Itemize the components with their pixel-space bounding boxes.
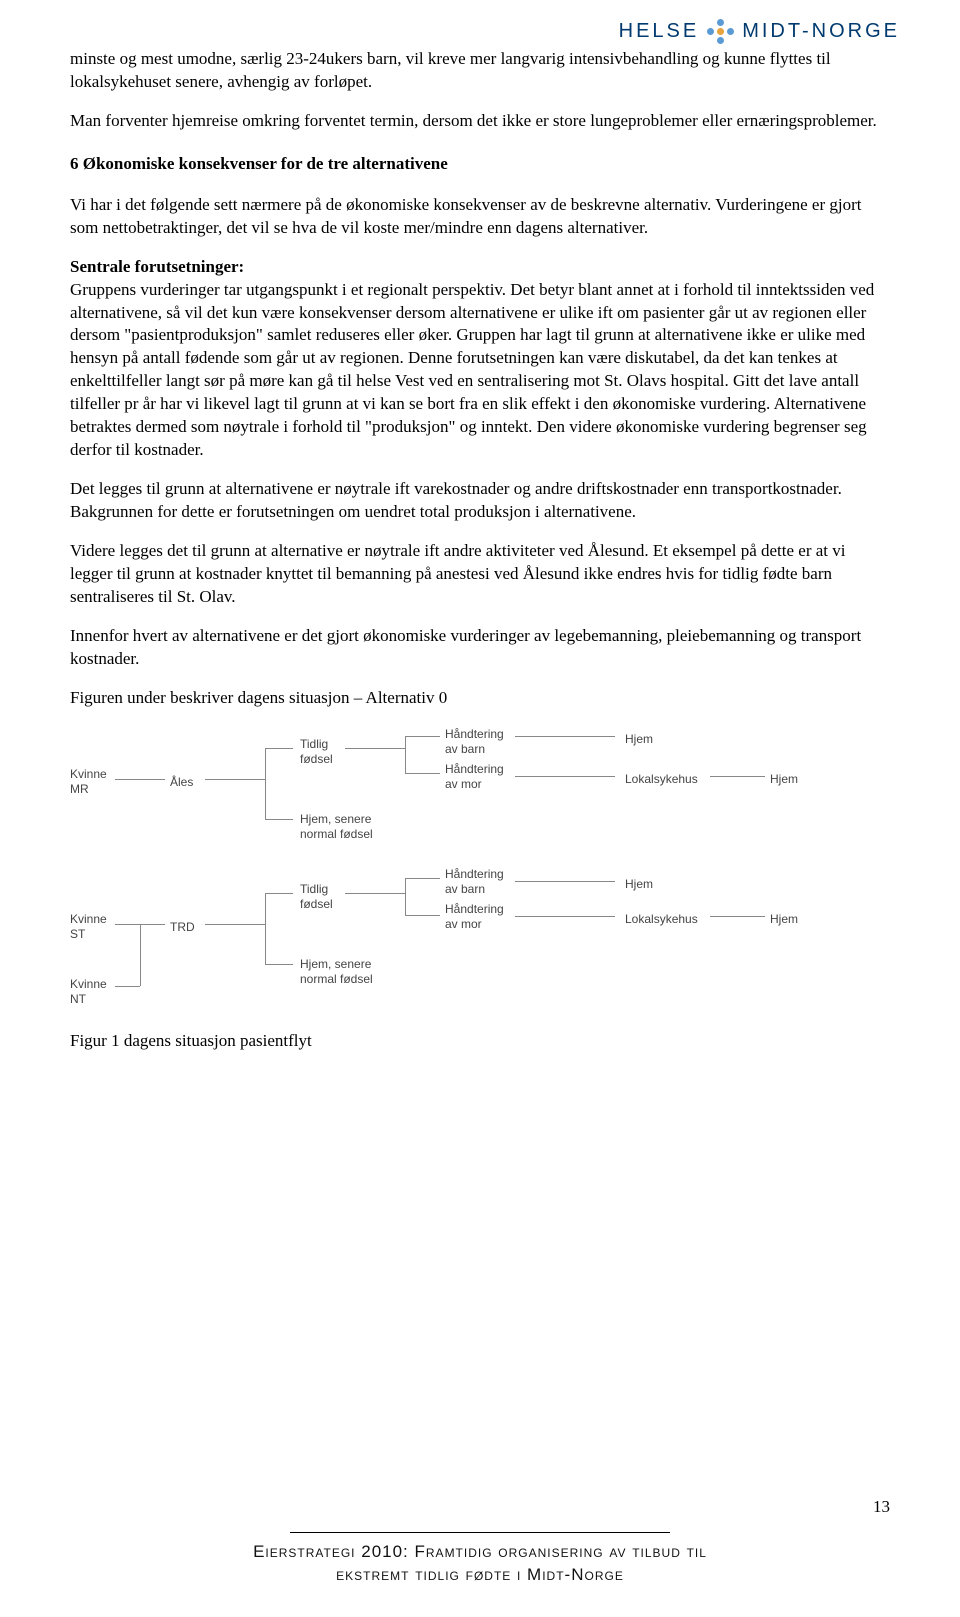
diagram-node: normal fødsel: [300, 971, 373, 987]
logo-text-left: HELSE: [619, 18, 700, 45]
diagram-edge: [115, 986, 140, 987]
diagram-node: Kvinne: [70, 766, 107, 782]
diagram-node: Hjem: [625, 876, 653, 892]
assumptions-body: Gruppens vurderinger tar utgangspunkt i …: [70, 280, 874, 460]
diagram-node: TRD: [170, 919, 195, 935]
diagram-node: Hjem: [770, 771, 798, 787]
diagram-edge: [515, 881, 615, 882]
footer-divider: [290, 1532, 670, 1533]
diagram-edge: [405, 736, 440, 737]
paragraph-intro-2: Man forventer hjemreise omkring forvente…: [70, 110, 890, 133]
diagram-edge: [265, 748, 266, 820]
diagram-node: Håndtering: [445, 761, 504, 777]
diagram-node: Kvinne: [70, 976, 107, 992]
diagram-edge: [405, 878, 440, 879]
diagram-node: fødsel: [300, 751, 333, 767]
page-number: 13: [873, 1496, 890, 1519]
assumptions-label: Sentrale forutsetninger:: [70, 257, 244, 276]
diagram-node: fødsel: [300, 896, 333, 912]
diagram-edge: [515, 916, 615, 917]
paragraph-neutral-costs: Det legges til grunn at alternativene er…: [70, 478, 890, 524]
diagram-edge: [710, 776, 765, 777]
brand-logo: HELSE MIDT-NORGE: [619, 18, 900, 45]
diagram-edge: [115, 779, 165, 780]
diagram-node: Håndtering: [445, 866, 504, 882]
heading-section-6: 6 Økonomiske konsekvenser for de tre alt…: [70, 153, 890, 176]
diagram-node: Lokalsykehus: [625, 771, 698, 787]
figure-caption: Figur 1 dagens situasjon pasientflyt: [70, 1030, 890, 1053]
diagram-node: Håndtering: [445, 726, 504, 742]
footer-line-1: Eierstrategi 2010: Framtidig organiserin…: [0, 1541, 960, 1564]
diagram-edge: [405, 915, 440, 916]
diagram-edge: [140, 924, 141, 986]
flowchart-diagram: KvinneMRÅlesTidligfødselHjem, senerenorm…: [70, 726, 830, 1026]
diagram-node: av mor: [445, 916, 482, 932]
diagram-edge: [515, 736, 615, 737]
paragraph-section-intro: Vi har i det følgende sett nærmere på de…: [70, 194, 890, 240]
paragraph-alesund: Videre legges det til grunn at alternati…: [70, 540, 890, 609]
diagram-node: Hjem, senere: [300, 811, 371, 827]
diagram-edge: [265, 893, 266, 965]
diagram-node: av barn: [445, 881, 485, 897]
diagram-node: Hjem: [625, 731, 653, 747]
diagram-edge: [265, 748, 293, 749]
diagram-edge: [265, 819, 293, 820]
paragraph-figure-intro: Figuren under beskriver dagens situasjon…: [70, 687, 890, 710]
diagram-node: Tidlig: [300, 881, 328, 897]
logo-dots-icon: [707, 19, 734, 44]
diagram-edge: [345, 748, 405, 749]
diagram-node: MR: [70, 781, 89, 797]
diagram-edge: [265, 893, 293, 894]
diagram-edge: [265, 964, 293, 965]
diagram-node: av mor: [445, 776, 482, 792]
diagram-edge: [205, 779, 265, 780]
paragraph-evaluations: Innenfor hvert av alternativene er det g…: [70, 625, 890, 671]
diagram-edge: [515, 776, 615, 777]
diagram-edge: [345, 893, 405, 894]
diagram-node: Åles: [170, 774, 193, 790]
diagram-node: av barn: [445, 741, 485, 757]
diagram-node: Kvinne: [70, 911, 107, 927]
diagram-edge: [710, 916, 765, 917]
logo-text-right: MIDT-NORGE: [742, 18, 900, 45]
diagram-node: NT: [70, 991, 86, 1007]
diagram-node: ST: [70, 926, 85, 942]
diagram-edge: [405, 773, 440, 774]
diagram-edge: [405, 736, 406, 774]
footer-line-2: ekstremt tidlig fødte i Midt-Norge: [0, 1564, 960, 1587]
diagram-edge: [405, 878, 406, 916]
paragraph-intro-1: minste og mest umodne, særlig 23-24ukers…: [70, 48, 890, 94]
page-footer: Eierstrategi 2010: Framtidig organiserin…: [0, 1532, 960, 1587]
diagram-edge: [205, 924, 265, 925]
diagram-node: Tidlig: [300, 736, 328, 752]
diagram-node: Håndtering: [445, 901, 504, 917]
diagram-node: Hjem, senere: [300, 956, 371, 972]
diagram-node: normal fødsel: [300, 826, 373, 842]
page-content: minste og mest umodne, særlig 23-24ukers…: [0, 0, 960, 1093]
diagram-node: Lokalsykehus: [625, 911, 698, 927]
diagram-node: Hjem: [770, 911, 798, 927]
paragraph-assumptions: Sentrale forutsetninger: Gruppens vurder…: [70, 256, 890, 462]
